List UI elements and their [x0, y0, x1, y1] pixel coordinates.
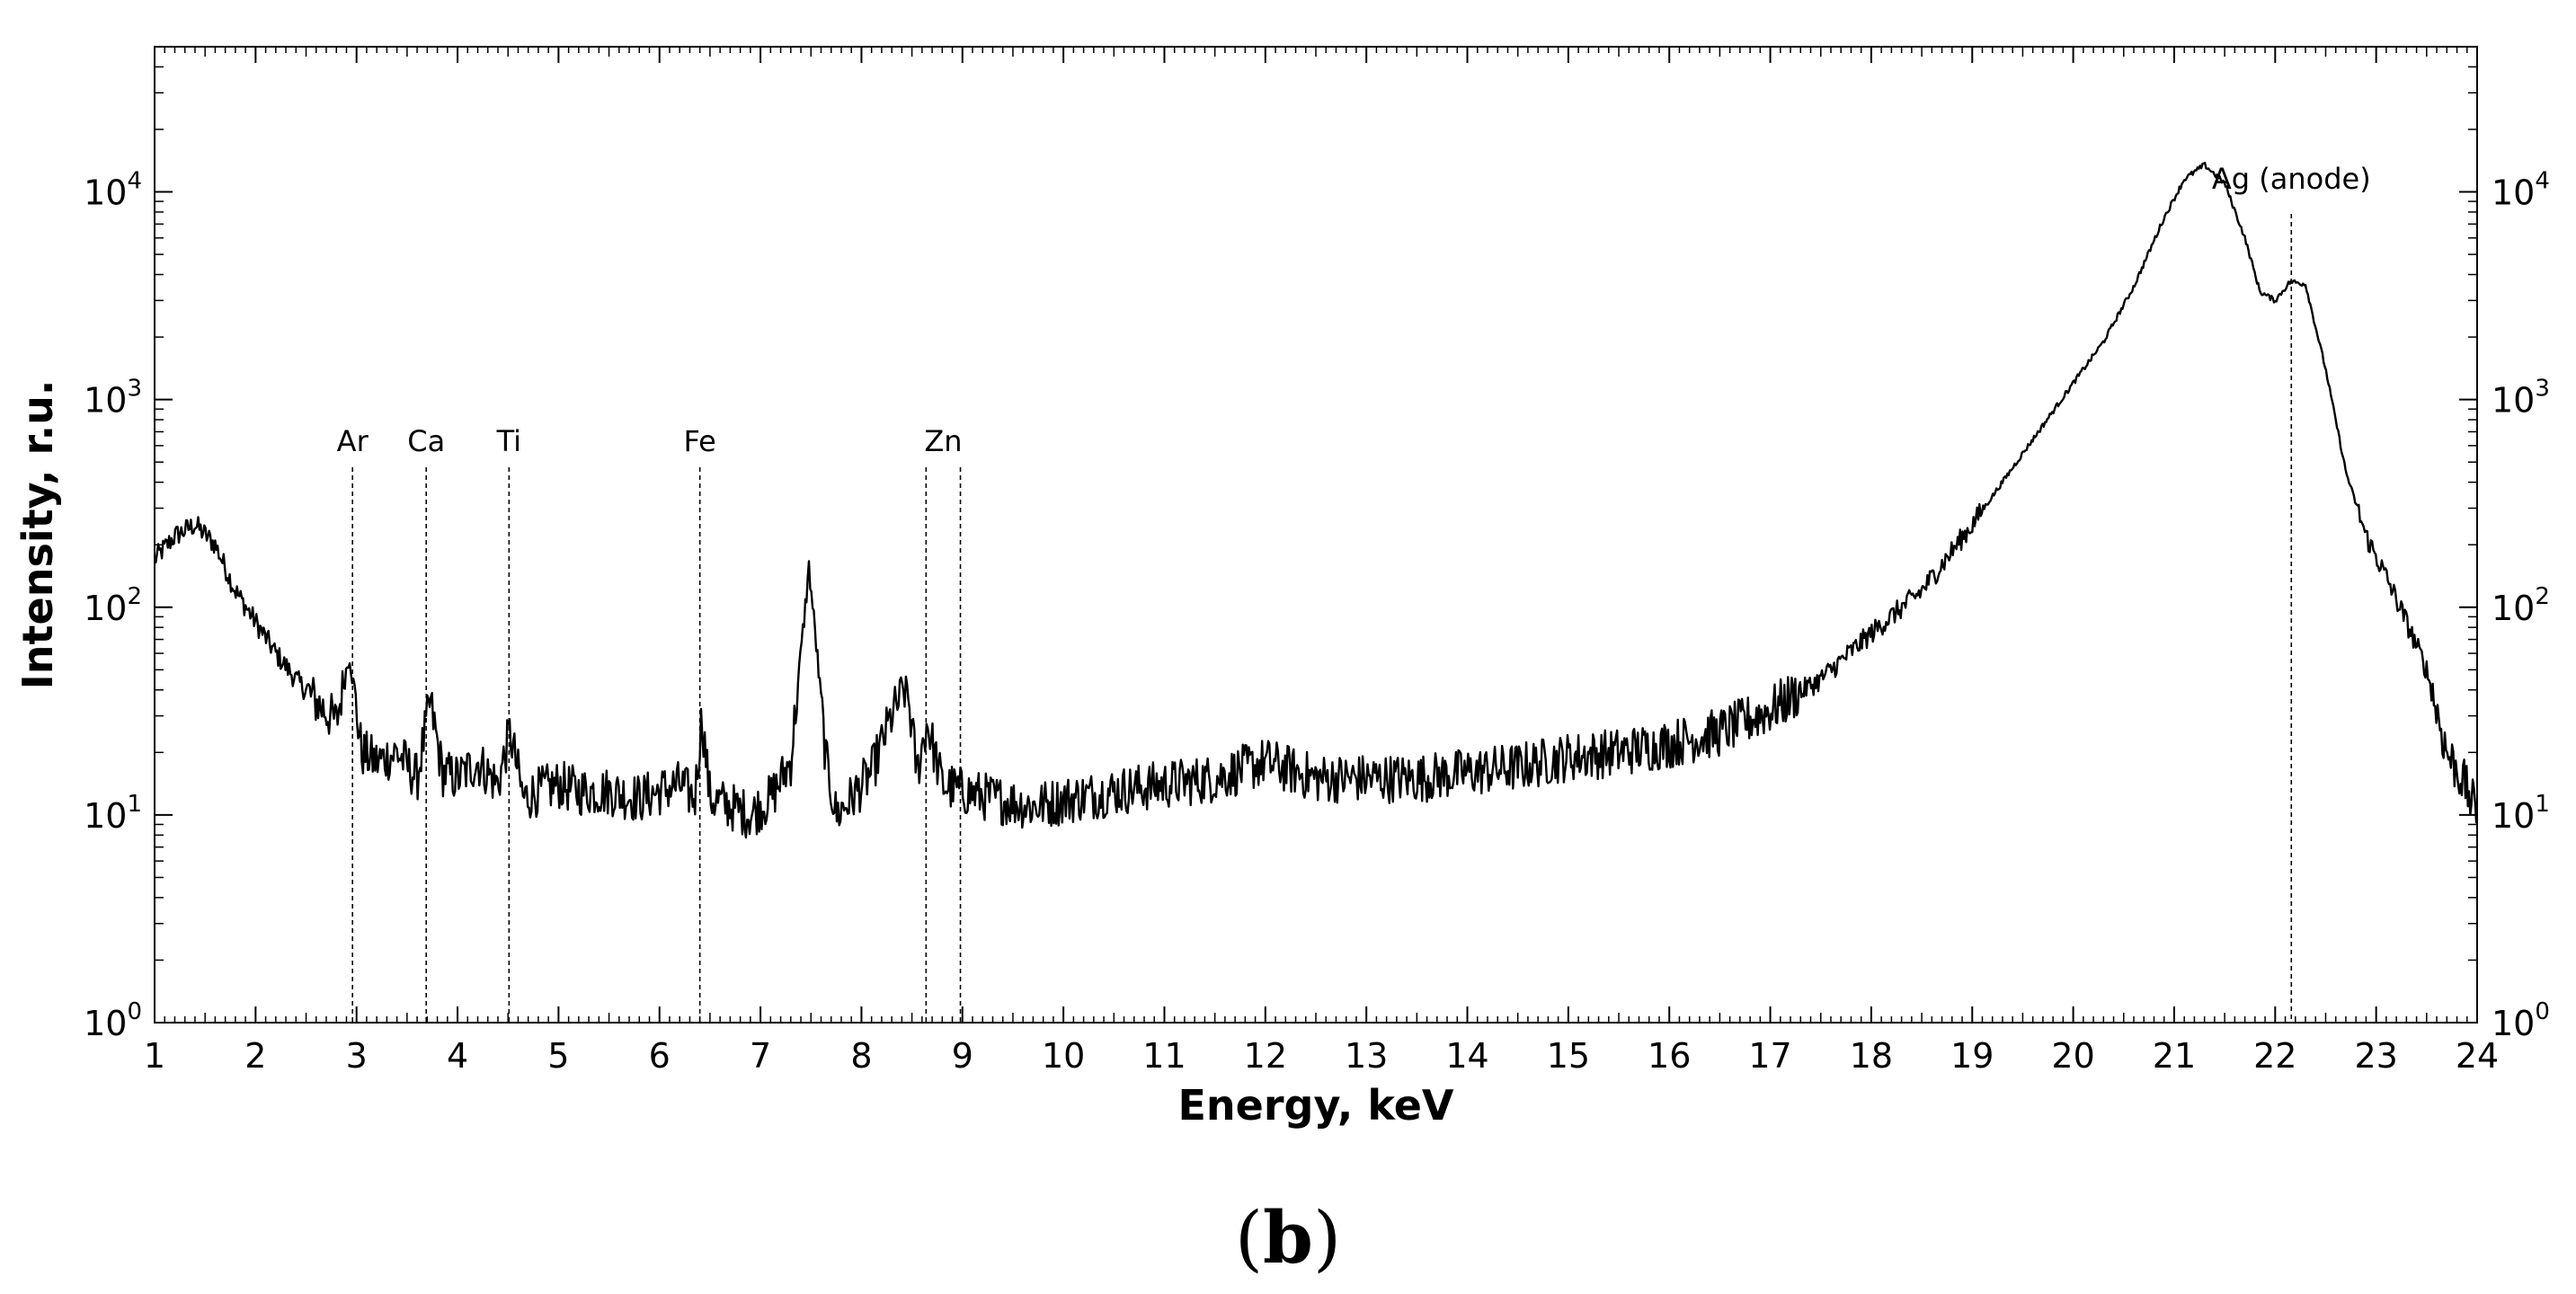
y-ticks: 100 100 101 101 102 102 103 103 104 104	[84, 46, 2550, 1043]
x-tick-label: 3	[346, 1036, 368, 1076]
annotation-label: Ti	[496, 424, 521, 458]
spectrum-chart: 1 2 3 4 5 6 7 8 9 10 11 12 13 14 15 16 17 18 19 20 21 22 23 24 …	[13, 46, 2550, 1130]
y-tick-label-left: 100	[84, 998, 142, 1043]
panel-letter: b	[1263, 1195, 1313, 1280]
x-tick-label: 23	[2354, 1036, 2397, 1076]
x-tick-label: 6	[649, 1036, 671, 1076]
x-tick-label: 20	[2051, 1036, 2094, 1076]
y-axis-title: Intensity, r.u.	[13, 380, 62, 690]
x-tick-label: 14	[1445, 1036, 1488, 1076]
x-tick-label: 8	[850, 1036, 872, 1076]
x-tick-label: 21	[2153, 1036, 2196, 1076]
x-tick-label: 4	[447, 1036, 468, 1076]
x-tick-label: 17	[1748, 1036, 1791, 1076]
y-tick-label-left: 104	[84, 168, 142, 213]
x-tick-label: 1	[144, 1036, 165, 1076]
annotation-label: Zn	[924, 424, 962, 458]
x-tick-label: 12	[1244, 1036, 1287, 1076]
y-tick-label-right: 104	[2492, 168, 2550, 213]
x-tick-label: 19	[1950, 1036, 1994, 1076]
annotation-label: Ar	[337, 424, 369, 458]
x-ticks: 1 2 3 4 5 6 7 8 9 10 11 12 13 14 15 16 17 18 19 20 21 22 23 24	[144, 47, 2499, 1076]
y-tick-label-right: 101	[2492, 791, 2550, 836]
x-tick-label: 16	[1648, 1036, 1691, 1076]
series-line-spectrum	[153, 161, 2478, 839]
x-tick-label: 11	[1142, 1036, 1186, 1076]
y-tick-label-left: 101	[84, 791, 142, 836]
annotation-label: Fe	[684, 424, 716, 458]
x-axis-title: Energy, keV	[1177, 1081, 1453, 1130]
x-tick-label: 24	[2456, 1036, 2499, 1076]
annotation-label: Ca	[407, 424, 445, 458]
panel-label: (b)	[1234, 1195, 1342, 1280]
x-tick-label: 15	[1547, 1036, 1590, 1076]
x-tick-label: 5	[547, 1036, 569, 1076]
x-tick-label: 18	[1850, 1036, 1893, 1076]
y-tick-label-left: 103	[84, 376, 142, 421]
y-tick-label-right: 102	[2492, 583, 2550, 628]
x-tick-label: 2	[244, 1036, 266, 1076]
x-tick-label: 13	[1345, 1036, 1388, 1076]
plot-frame	[154, 46, 2478, 1024]
annotation-label: Ag (anode)	[2212, 162, 2371, 196]
x-tick-label: 22	[2253, 1036, 2296, 1076]
x-tick-label: 7	[750, 1036, 771, 1076]
x-tick-label: 9	[952, 1036, 973, 1076]
y-tick-label-right: 100	[2492, 998, 2550, 1043]
x-tick-label: 10	[1042, 1036, 1085, 1076]
y-tick-label-left: 102	[84, 583, 142, 628]
annotation-lines: Ar Ca Ti Fe Zn Ag (anode)	[337, 162, 2371, 1023]
y-tick-label-right: 103	[2492, 376, 2550, 421]
